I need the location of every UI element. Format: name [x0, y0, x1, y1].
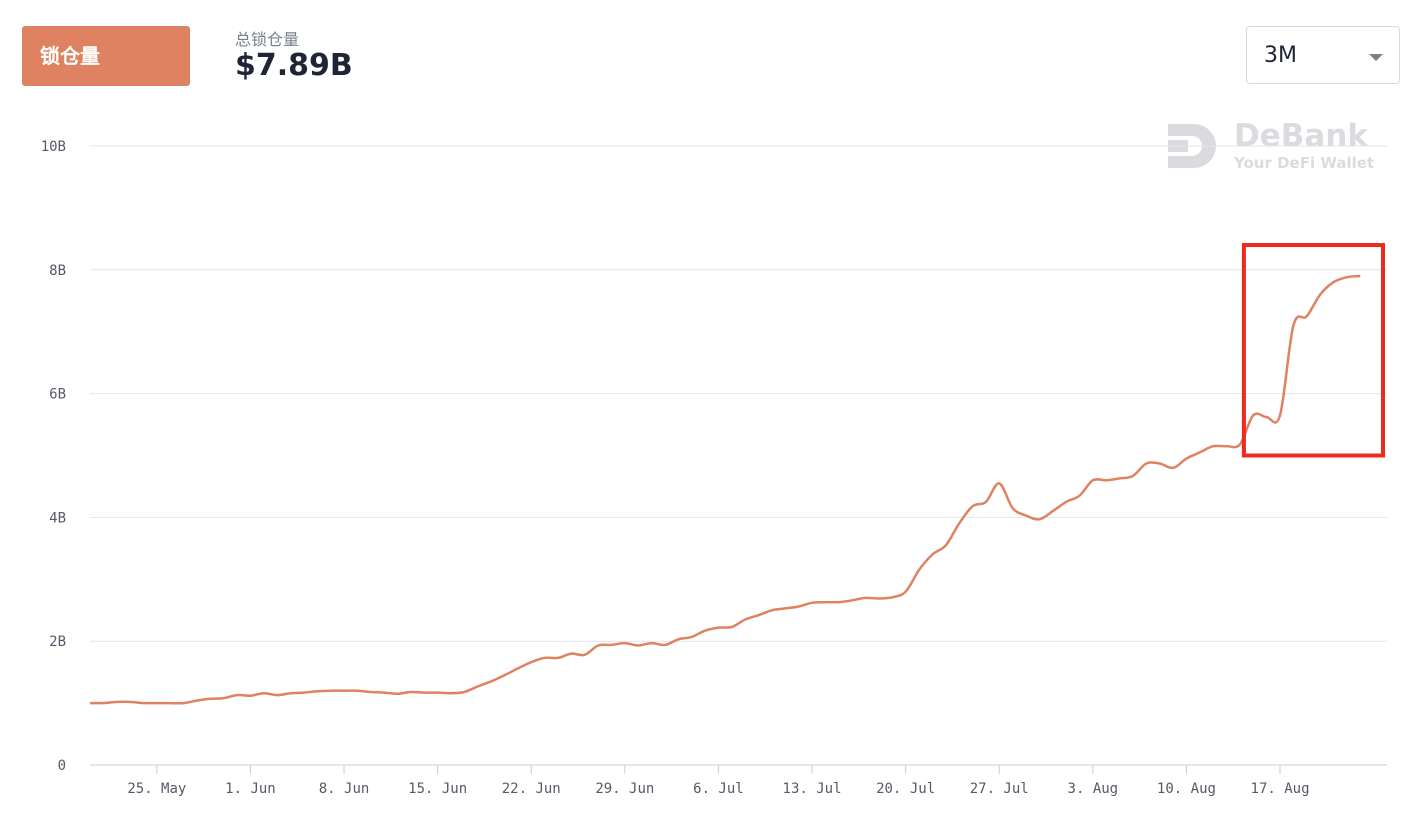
- x-tick-label: 17. Aug: [1251, 781, 1310, 797]
- x-tick-label: 1. Jun: [225, 781, 276, 797]
- x-tick-label: 25. May: [127, 781, 186, 797]
- tvl-series-line: [89, 274, 1361, 705]
- y-tick-label: 0: [58, 758, 66, 774]
- x-tick-label: 15. Jun: [408, 781, 467, 797]
- x-tick-label: 13. Jul: [783, 781, 842, 797]
- highlight-layer: [1241, 243, 1385, 458]
- tvl-tab-button[interactable]: 锁仓量: [22, 26, 190, 86]
- watermark-brand: DeBank: [1234, 118, 1368, 154]
- y-tick-label: 2B: [49, 634, 66, 650]
- chevron-down-icon: [1369, 54, 1383, 61]
- x-axis: 25. May 1. Jun 8. Jun 15. Jun 22. Jun 29. Jun…: [127, 765, 1310, 797]
- series-layer: [89, 274, 1361, 705]
- watermark-tagline: Your DeFi Wallet: [1234, 154, 1375, 172]
- x-tick-label: 22. Jun: [502, 781, 561, 797]
- time-range-value: 3M: [1264, 43, 1297, 68]
- x-tick-label: 6. Jul: [693, 781, 744, 797]
- x-tick-label: 20. Jul: [876, 781, 935, 797]
- y-tick-label: 10B: [41, 139, 66, 155]
- x-tick-label: 27. Jul: [970, 781, 1029, 797]
- total-tvl-label: 总锁仓量: [235, 30, 300, 49]
- y-tick-label: 4B: [49, 510, 66, 526]
- x-tick-label: 10. Aug: [1157, 781, 1216, 797]
- y-tick-label: 6B: [49, 387, 66, 403]
- debank-watermark: DeBank Your DeFi Wallet: [1164, 118, 1374, 178]
- y-axis: 0 2B 4B 6B 8B 10B: [41, 139, 66, 774]
- total-tvl-value: $7.89B: [235, 48, 353, 83]
- highlight-box: [1241, 243, 1385, 458]
- x-tick-label: 3. Aug: [1068, 781, 1119, 797]
- x-tick-label: 8. Jun: [319, 781, 370, 797]
- grid-lines: [90, 145, 1387, 766]
- time-range-select[interactable]: 3M: [1246, 26, 1400, 84]
- y-tick-label: 8B: [49, 263, 66, 279]
- x-tick-label: 29. Jun: [595, 781, 654, 797]
